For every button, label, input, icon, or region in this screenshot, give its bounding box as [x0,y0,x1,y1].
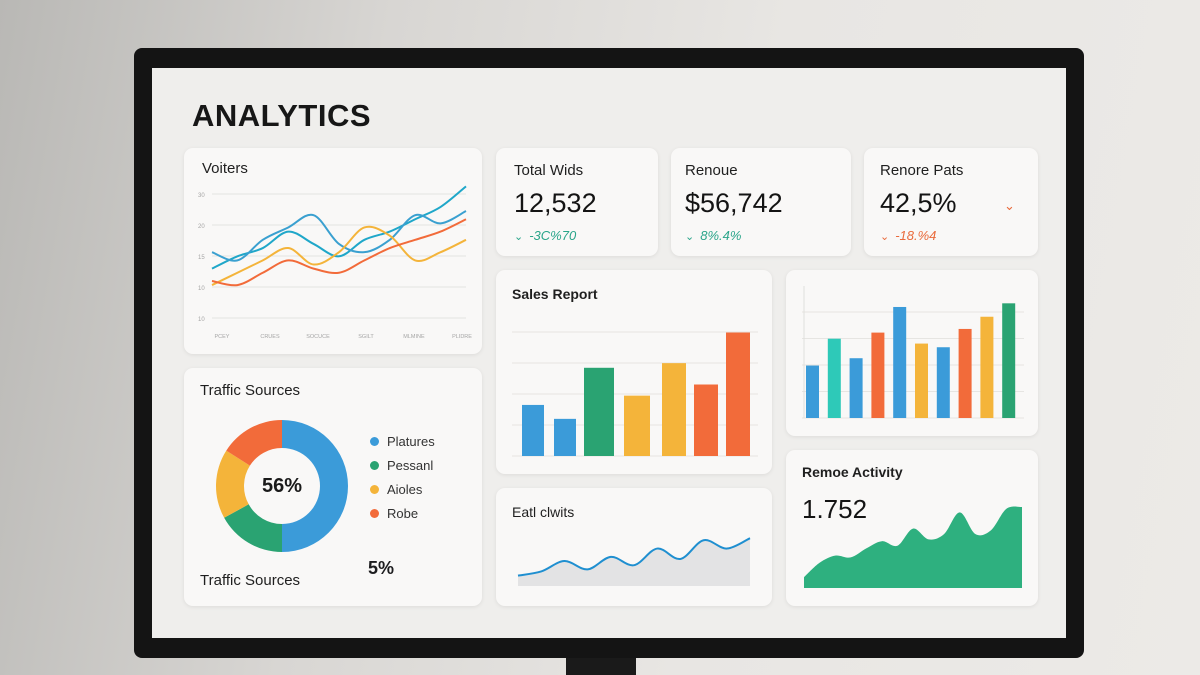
visitors-label: Voiters [202,160,248,177]
sales-bar-chart [512,331,758,457]
series-line [211,210,467,262]
kpi-value: 42,5% [880,188,957,218]
traffic-label: Traffic Sources [200,382,301,399]
legend-dot [370,509,379,518]
eatl-area-chart [517,537,751,586]
x-tick-label: CRUES [260,334,280,340]
remote-activity-card[interactable]: Remoe Activity 1.752 [786,450,1038,606]
sales-report-card[interactable]: Sales Report [496,270,772,474]
legend-dot [370,461,379,470]
remote-activity-value: 1.752 [802,494,868,524]
legend-dot [370,437,379,446]
bar [936,347,950,418]
x-tick-label: PLIDRE [452,334,472,340]
donut-slice [216,450,250,518]
chevron-down-icon: ⌄ [514,231,524,243]
traffic-sources-card[interactable]: Traffic Sources 56% Platures Pessanl Aio… [184,368,482,606]
x-tick-label: MLMINE [403,334,425,340]
donut-slice [282,420,348,552]
series-line [211,218,467,287]
kpi-card-revenue[interactable]: Renoue $56,742 ⌄ 8%.4% [671,148,851,256]
bar [662,363,686,456]
bar [694,384,718,456]
y-tick-label: 30 [198,193,205,199]
monitor: ANALYTICS Voiters 30 20 15 10 10 PCEY CRUES SO… [134,48,1084,658]
kpi-card-total[interactable]: Total Wids 12,532 ⌄ -3C%70 [496,148,658,256]
kpi-change-text: 8%.4% [700,228,742,243]
y-tick-label: 20 [198,224,205,230]
legend-item: Pessanl [370,458,433,473]
bar [849,358,863,418]
legend-dot [370,485,379,494]
x-tick-label: SGILT [358,334,374,340]
page-title: ANALYTICS [192,98,372,133]
bar [871,332,885,418]
donut-slice [226,420,282,466]
chevron-down-icon[interactable]: ⌄ [1004,198,1015,213]
traffic-footer-label: Traffic Sources [200,572,301,589]
bar [980,316,994,418]
legend-label: Pessanl [387,458,434,473]
kpi-change-text: -18.%4 [895,228,937,243]
kpi-value: $56,742 [685,188,783,218]
kpi-change: ⌄ -18.%4 [880,228,936,243]
x-tick-label: PCEY [215,334,230,340]
kpi-label: Total Wids [514,162,584,179]
bar [827,338,841,418]
bar [958,328,972,418]
kpi-change: ⌄ -3C%70 [514,228,576,243]
bar [1002,303,1016,418]
bar [522,404,544,456]
area-line [517,537,751,577]
bar [726,332,750,456]
legend-item: Robe [370,506,418,521]
legend-label: Aioles [387,482,423,497]
bar [584,367,614,456]
visitors-card[interactable]: Voiters 30 20 15 10 10 PCEY CRUES SOCUCE SGILT M… [184,148,482,354]
x-tick-label: SOCUCE [306,334,330,340]
kpi-card-rate[interactable]: Renore Pats 42,5% ⌄ ⌄ -18.%4 [864,148,1038,256]
donut-slice [224,504,282,552]
area-fill [804,506,1022,588]
bar [624,395,650,456]
donut-center-value: 56% [262,475,302,497]
remote-activity-label: Remoe Activity [802,464,903,480]
kpi-label: Renoue [685,162,738,179]
y-tick-label: 10 [198,317,205,323]
bar [915,343,928,418]
metrics-bar-card[interactable] [786,270,1038,436]
remote-area-chart [804,506,1022,588]
y-tick-label: 15 [198,255,205,261]
traffic-donut-chart: 56% [216,420,348,552]
legend-item: Aioles [370,482,422,497]
y-tick-label: 10 [198,286,205,292]
bar [806,365,819,418]
chevron-down-icon: ⌄ [685,231,695,243]
eatl-label: Eatl clwits [512,504,575,520]
kpi-label: Renore Pats [880,162,964,179]
kpi-value: 12,532 [514,188,597,218]
bar [554,418,576,456]
eatl-card[interactable]: Eatl clwits [496,488,772,606]
series-line [211,225,467,286]
bar [893,306,907,418]
legend-label: Robe [387,506,419,521]
area-fill [518,538,750,586]
sales-report-label: Sales Report [512,286,598,302]
kpi-change: ⌄ 8%.4% [685,228,741,243]
dashboard-screen: ANALYTICS Voiters 30 20 15 10 10 PCEY CRUES SO… [152,68,1066,638]
traffic-footer-value: 5% [368,558,395,578]
visitors-line-chart: 30 20 15 10 10 PCEY CRUES SOCUCE SGILT MLMINE PLI… [198,185,472,340]
arrow-icon: ⌄ [880,231,890,243]
kpi-change-text: -3C%70 [529,228,577,243]
legend-item: Platures [370,434,435,449]
metrics-bar-chart [802,286,1024,419]
legend-label: Platures [387,434,435,449]
